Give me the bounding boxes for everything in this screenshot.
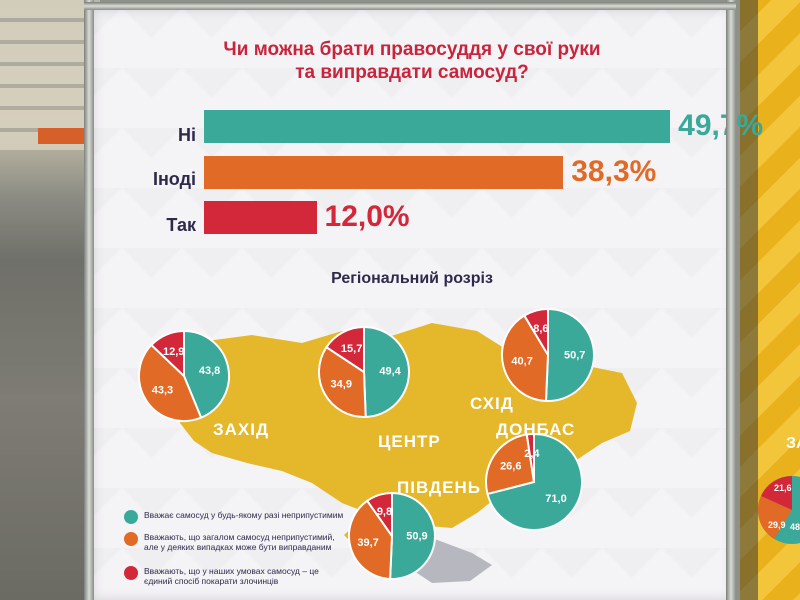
pie-value-label: 8,6 <box>533 323 548 335</box>
pie-slice-донбас <box>525 432 535 483</box>
pie-slice-південь <box>389 491 436 580</box>
legend-dot-teal <box>124 510 138 524</box>
side-label: 29,9 <box>768 520 786 530</box>
pie-slice-схід <box>522 307 549 359</box>
pie-value-label: 12,9 <box>163 346 184 358</box>
side-pie-slice <box>757 496 792 539</box>
pie-slice-південь <box>365 491 393 540</box>
region-label-west: ЗАХІД <box>213 420 270 439</box>
bar-yes <box>204 201 317 234</box>
legend-item-only-way: Вважають, що у наших умовах самосуд – це… <box>124 566 344 586</box>
building-background <box>0 0 92 150</box>
frame-pole-right <box>726 0 736 600</box>
pie-value-label: 9,8 <box>377 506 392 518</box>
pie-value-label: 40,7 <box>511 355 532 367</box>
regional-title: Регіональний розріз <box>331 270 493 287</box>
pie-value-label: 49,4 <box>379 365 401 377</box>
pie-value-label: 50,7 <box>564 349 585 361</box>
poster-banner: Чи можна брати правосуддя у свої руки та… <box>92 8 763 600</box>
chart-title-line-2: та виправдати самосуд? <box>295 62 529 83</box>
legend-dot-orange <box>124 532 138 546</box>
side-label: 48,5 <box>790 522 800 532</box>
side-label: 21,6 <box>774 483 792 493</box>
pie-slice-донбас <box>485 433 536 496</box>
region-label-south: ПІВДЕНЬ <box>397 478 481 497</box>
legend-text: Вважають, що загалом самосуд неприпустим… <box>144 532 335 552</box>
region-label-donbas: ДОНБАС <box>496 420 576 439</box>
frame-pole-top <box>84 2 736 10</box>
bar-label-sometimes: Іноді <box>152 169 196 189</box>
pie-value-label: 15,7 <box>341 343 362 355</box>
pie-value-label: 26,6 <box>500 461 521 473</box>
frame-shadow <box>740 0 758 600</box>
pie-value-label: 34,9 <box>331 379 352 391</box>
bar-label-yes: Так <box>166 215 196 235</box>
bar-value-sometimes: 38,3% <box>571 155 657 188</box>
legend-text: Вважають, що у наших умовах самосуд – це… <box>144 566 319 586</box>
pie-value-label: 2,4 <box>524 448 540 460</box>
pie-slice-південь <box>348 499 394 581</box>
side-banner-title: ЗА <box>786 435 800 452</box>
bar-no <box>204 110 671 143</box>
bar-sometimes <box>204 156 564 189</box>
pie-value-label: 43,3 <box>152 385 173 397</box>
pie-slice-захід <box>149 329 185 379</box>
bar-value-no: 49,7% <box>678 109 764 142</box>
region-label-east: СХІД <box>470 394 514 413</box>
region-label-center: ЦЕНТР <box>378 432 441 451</box>
shop-sign-background <box>38 128 88 144</box>
side-pie-slice <box>761 476 792 510</box>
bar-label-no: Ні <box>178 125 196 145</box>
legend-text: Вважає самосуд у будь-якому разі неприпу… <box>144 510 344 520</box>
frame-pole-left <box>84 0 94 600</box>
pie-value-label: 50,9 <box>406 530 427 542</box>
legend-item-never: Вважає самосуд у будь-якому разі неприпу… <box>124 510 344 524</box>
pie-value-label: 71,0 <box>545 493 566 505</box>
chart-title-line-1: Чи можна брати правосуддя у свої руки <box>223 39 601 60</box>
pie-value-label: 39,7 <box>357 537 378 549</box>
legend-dot-red <box>124 566 138 580</box>
bar-value-yes: 12,0% <box>324 200 410 233</box>
chart-title: Чи можна брати правосуддя у свої руки та… <box>92 38 732 84</box>
side-banner-chart: ЗА 21,6 29,9 48,5 <box>757 435 800 544</box>
pie-slice-центр <box>318 345 367 418</box>
pie-slice-центр <box>363 325 410 419</box>
pie-slice-захід <box>183 329 230 419</box>
legend-item-sometimes: Вважають, що загалом самосуд неприпустим… <box>124 532 344 552</box>
pie-slice-захід <box>138 343 203 422</box>
pie-slice-центр <box>325 325 365 374</box>
pie-slice-схід <box>544 307 595 402</box>
pie-value-label: 43,8 <box>199 365 220 377</box>
region-pies: 43,8 43,3 12,9 49,4 34,9 15,7 50,7 40,7 8,6 71,0 2… <box>138 307 595 581</box>
